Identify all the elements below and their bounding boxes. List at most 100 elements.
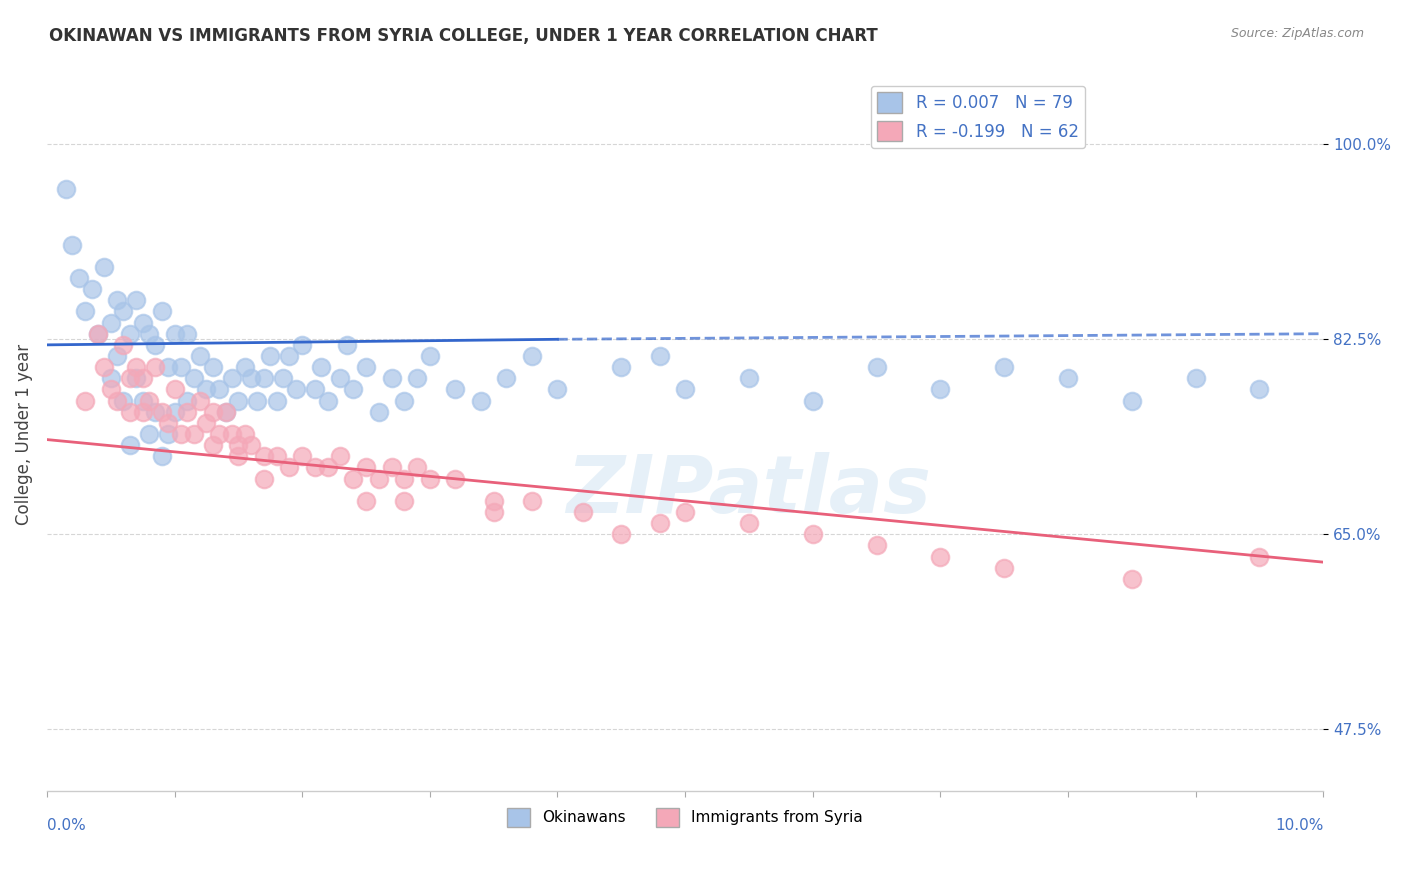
Point xyxy=(354,494,377,508)
Point xyxy=(163,405,186,419)
Text: ZIPatlas: ZIPatlas xyxy=(567,452,931,530)
Point xyxy=(610,527,633,541)
Point xyxy=(118,438,141,452)
Point xyxy=(367,405,389,419)
Point xyxy=(520,349,543,363)
Point xyxy=(62,237,84,252)
Point xyxy=(112,304,135,318)
Point xyxy=(131,393,153,408)
Point xyxy=(482,505,505,519)
Point xyxy=(259,349,281,363)
Point xyxy=(1184,371,1206,385)
Point xyxy=(183,427,205,442)
Point xyxy=(673,505,696,519)
Point xyxy=(470,393,492,408)
Point xyxy=(929,549,952,564)
Point xyxy=(100,371,122,385)
Point xyxy=(145,405,167,419)
Point xyxy=(208,383,231,397)
Point xyxy=(157,427,180,442)
Point xyxy=(482,494,505,508)
Point xyxy=(610,360,633,375)
Point xyxy=(170,360,193,375)
Point xyxy=(253,450,276,464)
Point xyxy=(1121,572,1143,586)
Point xyxy=(406,371,429,385)
Point xyxy=(176,393,198,408)
Point xyxy=(1121,393,1143,408)
Point xyxy=(284,383,307,397)
Point xyxy=(131,316,153,330)
Point xyxy=(240,438,263,452)
Point xyxy=(228,450,250,464)
Point xyxy=(105,293,128,308)
Point xyxy=(329,371,352,385)
Point xyxy=(221,371,243,385)
Point xyxy=(105,349,128,363)
Point xyxy=(112,338,135,352)
Point xyxy=(138,427,160,442)
Point xyxy=(419,349,441,363)
Point xyxy=(157,360,180,375)
Point xyxy=(253,371,276,385)
Point xyxy=(342,383,364,397)
Point xyxy=(801,527,824,541)
Point xyxy=(87,326,110,341)
Point xyxy=(380,371,402,385)
Point xyxy=(67,271,90,285)
Point xyxy=(118,371,141,385)
Point xyxy=(495,371,517,385)
Point xyxy=(118,326,141,341)
Point xyxy=(93,360,115,375)
Point xyxy=(188,349,211,363)
Point xyxy=(342,472,364,486)
Point xyxy=(228,393,250,408)
Point xyxy=(195,383,218,397)
Point xyxy=(865,538,887,552)
Point xyxy=(271,371,294,385)
Point xyxy=(150,450,173,464)
Point xyxy=(546,383,568,397)
Point xyxy=(138,326,160,341)
Point xyxy=(138,393,160,408)
Point xyxy=(266,393,288,408)
Point xyxy=(336,338,359,352)
Point xyxy=(112,393,135,408)
Point xyxy=(87,326,110,341)
Point xyxy=(145,338,167,352)
Point xyxy=(1249,383,1271,397)
Point xyxy=(201,438,224,452)
Point xyxy=(176,405,198,419)
Point xyxy=(419,472,441,486)
Text: 0.0%: 0.0% xyxy=(46,819,86,833)
Point xyxy=(246,393,269,408)
Point xyxy=(176,326,198,341)
Point xyxy=(201,405,224,419)
Point xyxy=(394,472,416,486)
Point xyxy=(993,360,1015,375)
Y-axis label: College, Under 1 year: College, Under 1 year xyxy=(15,343,32,524)
Point xyxy=(648,349,671,363)
Point xyxy=(278,460,301,475)
Point xyxy=(150,405,173,419)
Point xyxy=(291,450,314,464)
Point xyxy=(240,371,263,385)
Point xyxy=(163,326,186,341)
Point xyxy=(394,494,416,508)
Text: OKINAWAN VS IMMIGRANTS FROM SYRIA COLLEGE, UNDER 1 YEAR CORRELATION CHART: OKINAWAN VS IMMIGRANTS FROM SYRIA COLLEG… xyxy=(49,27,877,45)
Point xyxy=(380,460,402,475)
Point xyxy=(233,360,256,375)
Point xyxy=(157,416,180,430)
Point xyxy=(221,427,243,442)
Point xyxy=(316,393,339,408)
Point xyxy=(253,472,276,486)
Point xyxy=(993,560,1015,574)
Point xyxy=(125,293,148,308)
Point xyxy=(354,460,377,475)
Point xyxy=(367,472,389,486)
Point xyxy=(444,472,467,486)
Point xyxy=(183,371,205,385)
Point xyxy=(394,393,416,408)
Point xyxy=(673,383,696,397)
Point xyxy=(801,393,824,408)
